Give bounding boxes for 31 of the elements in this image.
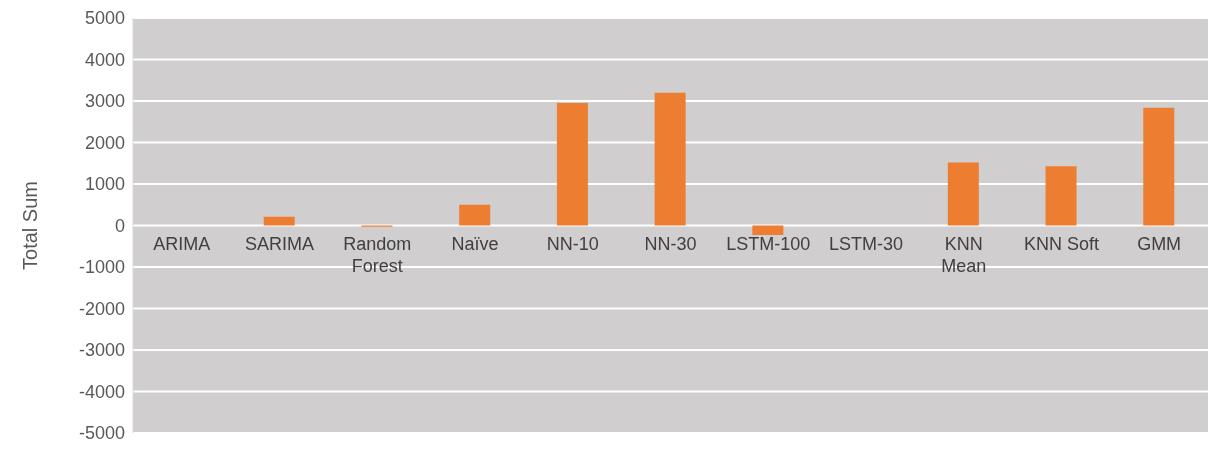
y-tick-label: 2000 [84,132,125,153]
x-tick-label: KNN Mean [941,233,987,276]
y-tick-label: -3000 [78,340,125,361]
y-tick-label: 5000 [84,8,125,29]
x-tick-label: NN-10 [546,233,599,254]
x-tick-label: NN-30 [644,233,697,254]
bar [947,162,979,226]
x-tick-label: KNN Soft [1023,233,1099,254]
y-tick-label: -5000 [78,423,125,444]
x-tick-label: LSTM-100 [726,233,811,254]
y-tick-label: -4000 [78,381,125,402]
x-tick-label: Random Forest [343,233,412,276]
x-tick-label: Naïve [451,233,499,254]
y-tick-label: -1000 [78,257,125,278]
y-tick-label: 0 [114,215,125,236]
y-tick-label: 1000 [84,174,125,195]
x-tick-label: ARIMA [153,233,211,254]
y-axis-title: Total Sum [19,181,42,270]
bar [752,225,784,236]
x-tick-label: SARIMA [245,233,315,254]
y-tick-label: 3000 [84,91,125,112]
bar [654,92,686,226]
bar [1143,107,1175,226]
bar [556,103,588,226]
x-tick-label: GMM [1137,233,1182,254]
x-tick-label: LSTM-30 [828,233,903,254]
y-tick-label: -2000 [78,298,125,319]
bar [1045,166,1077,226]
y-tick-label: 4000 [84,49,125,70]
bar [263,216,295,226]
bar [459,204,491,226]
